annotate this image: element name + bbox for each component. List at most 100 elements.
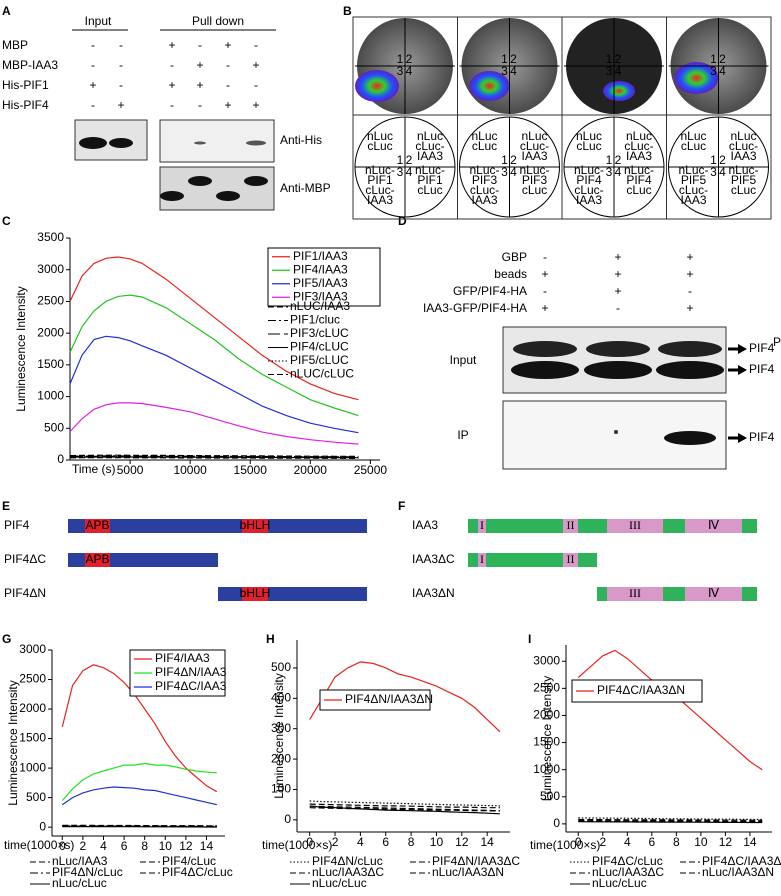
quadrant-number: 2 — [510, 153, 517, 167]
domain-label: III — [629, 586, 641, 600]
domain — [85, 519, 110, 533]
construct-label: cLuc — [731, 183, 756, 197]
band — [160, 191, 184, 201]
quadrant-number: 2 — [615, 52, 622, 66]
sign: + — [196, 58, 203, 72]
y-tick-label: 400 — [271, 691, 291, 705]
column-header: Input — [85, 14, 112, 28]
series-line — [61, 664, 218, 793]
blot-label: Anti-MBP — [280, 181, 331, 195]
panel-letter: A — [2, 4, 11, 18]
row-label: His-PIF1 — [2, 78, 49, 92]
quadrant-number: 3 — [606, 64, 613, 78]
x-tick-label: 8 — [141, 839, 148, 853]
y-tick-label: 200 — [271, 751, 291, 765]
legend-label: PIF4ΔN/IAA3 — [155, 665, 227, 679]
band — [664, 431, 716, 445]
sign: + — [117, 98, 124, 112]
construct-label: PIF5 — [681, 173, 707, 187]
construct-label: IAA3 — [367, 193, 393, 207]
series-line — [309, 800, 500, 807]
y-tick-label: 2000 — [37, 325, 64, 339]
domain-label: I — [480, 518, 484, 532]
x-axis-label: Time (s) — [72, 462, 116, 476]
domain-label: APB — [85, 552, 109, 566]
construct-label: cLuc — [417, 183, 442, 197]
sign: + — [614, 284, 621, 298]
construct-label: nLuc- — [728, 163, 758, 177]
x-tick-label: 12 — [179, 839, 193, 853]
sign: - — [543, 250, 547, 264]
panel-letter: I — [528, 632, 531, 646]
sign: + — [252, 98, 259, 112]
y-axis-label: Luminescence Intensity — [6, 680, 20, 805]
panel-letter: B — [343, 4, 352, 18]
quadrant-number: 2 — [406, 52, 413, 66]
legend-label: PIF4ΔC/cLuc — [162, 865, 233, 879]
sign: + — [224, 98, 231, 112]
quadrant-number: 2 — [719, 153, 726, 167]
series-line — [69, 402, 359, 445]
arrow-head — [738, 344, 747, 354]
construct-label: cLuc- — [624, 139, 653, 153]
series-line — [309, 803, 500, 809]
series-line — [578, 821, 763, 824]
sign: - — [226, 58, 230, 72]
domain — [563, 553, 578, 567]
domain — [607, 587, 663, 601]
series-line — [69, 294, 359, 417]
quadrant-number: 4 — [510, 165, 517, 179]
construct-label: nLuc — [730, 129, 756, 143]
y-tick-label: 1000 — [37, 389, 64, 403]
quadrant-number: 3 — [606, 165, 613, 179]
construct-label: PIF4 — [626, 173, 652, 187]
x-tick-label: 25000 — [354, 463, 388, 477]
blot-label: IP — [457, 428, 468, 442]
legend-label: PIF1/cluc — [290, 313, 340, 327]
quadrant-number: 1 — [710, 52, 717, 66]
legend-label: PIF4/IAA3 — [293, 262, 348, 276]
band — [656, 361, 724, 379]
construct-label: cLuc — [626, 183, 651, 197]
construct-label: cLuc- — [520, 139, 549, 153]
band — [586, 341, 650, 357]
legend-label: nLuc/IAA3 — [52, 854, 108, 868]
series-line — [577, 649, 763, 771]
construct-name: PIF4ΔC — [4, 552, 46, 566]
quadrant-number: 2 — [615, 153, 622, 167]
panel-letter: E — [2, 499, 10, 513]
sign: + — [686, 267, 693, 281]
construct-label: cLuc- — [415, 139, 444, 153]
luminescence-spot — [355, 70, 399, 102]
construct-label: PIF3 — [522, 173, 548, 187]
row-label: MBP — [2, 38, 28, 52]
x-tick-label: 5000 — [117, 463, 144, 477]
quadrant-number: 4 — [406, 64, 413, 78]
y-tick-label: 2500 — [37, 294, 64, 308]
legend-label: PIF3/IAA3 — [293, 289, 348, 303]
blot — [74, 119, 148, 161]
legend-label: PIF4ΔN/IAA3ΔN — [345, 692, 433, 706]
construct-label: cLuc- — [679, 183, 708, 197]
domain-label: bHLH — [240, 586, 271, 600]
domain — [85, 553, 110, 567]
construct-label: cLuc — [522, 183, 547, 197]
blot — [502, 326, 727, 394]
construct-name: IAA3 — [412, 518, 438, 532]
domain — [242, 587, 268, 601]
y-tick-label: 100 — [271, 782, 291, 796]
quadrant-number: 1 — [397, 52, 404, 66]
series-line — [578, 818, 763, 821]
band — [109, 138, 133, 148]
construct-label: PIF4 — [576, 173, 602, 187]
band-label: PIF4 — [749, 341, 775, 355]
y-tick-label: 1500 — [19, 731, 46, 745]
sign: + — [614, 267, 621, 281]
x-tick-label: 10000 — [173, 463, 207, 477]
construct-name: PIF4ΔN — [4, 586, 46, 600]
y-tick-label: 3500 — [37, 230, 64, 244]
legend-label: nLuc/cLuc — [592, 876, 647, 890]
sign: - — [119, 58, 123, 72]
quadrant-number: 4 — [615, 165, 622, 179]
quadrant-number: 2 — [719, 52, 726, 66]
